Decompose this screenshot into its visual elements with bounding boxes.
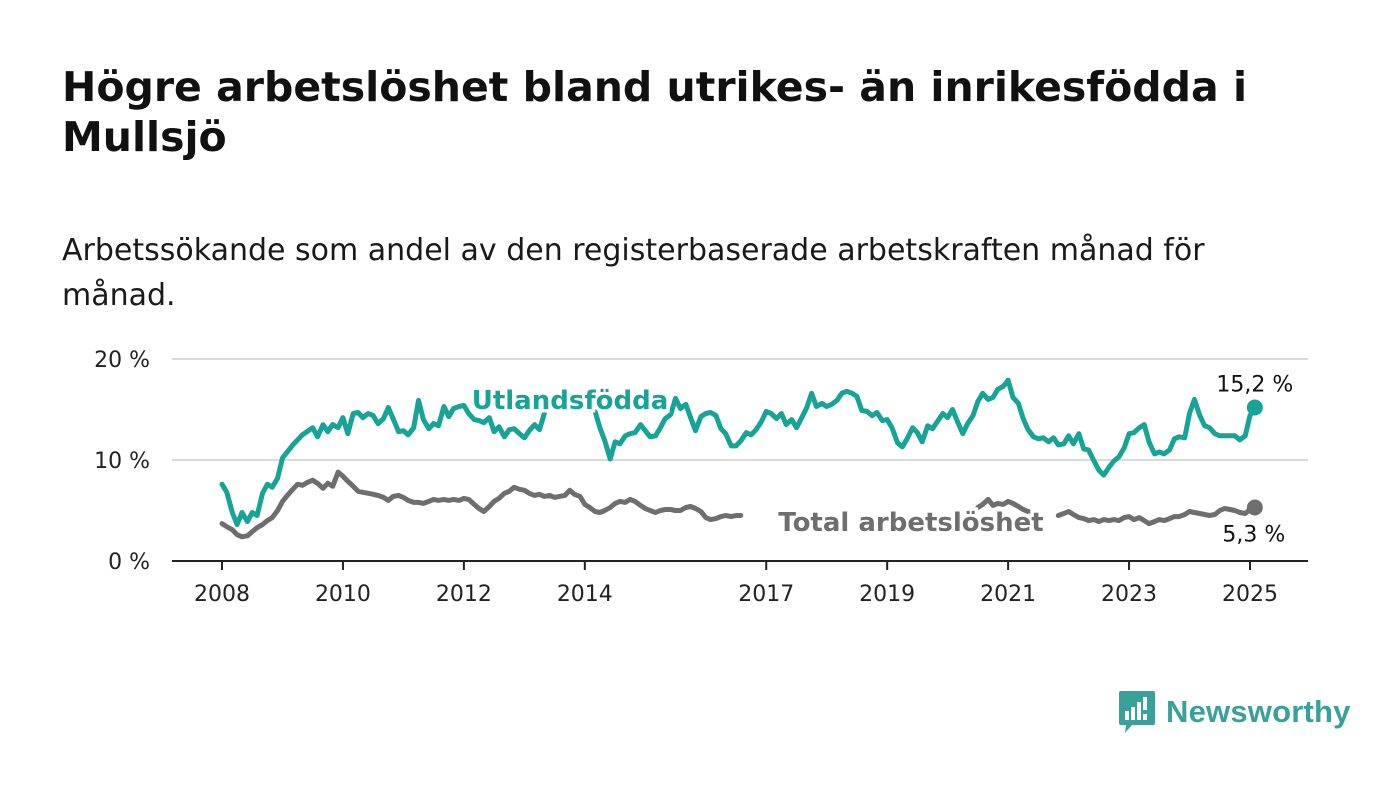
y-tick-label: 20 %: [94, 348, 150, 373]
y-axis: 0 % 10 % 20 %: [94, 348, 150, 575]
series-lines: [219, 377, 1263, 540]
brand-logo: Newsworthy: [1118, 690, 1351, 734]
chart-subtitle: Arbetssökande som andel av den registerb…: [62, 233, 1205, 313]
series-line: [219, 469, 744, 540]
x-tick-label: 2019: [859, 582, 915, 607]
series-name-label: Utlandsfödda: [472, 386, 669, 416]
x-tick-label: 2021: [980, 582, 1036, 607]
x-tick-label: 2008: [194, 582, 250, 607]
series-name-label: Total arbetslöshet: [778, 508, 1043, 538]
series-line: [592, 377, 1258, 478]
end-point-marker: [1246, 399, 1263, 416]
end-value-label: 15,2 %: [1216, 372, 1293, 397]
series-line: [219, 397, 547, 528]
y-tick-label: 10 %: [94, 449, 150, 474]
bar-chart-speech-bubble-icon: [1119, 691, 1155, 733]
x-tick-label: 2025: [1222, 582, 1278, 607]
chart-title: Högre arbetslöshet bland utrikes- än inr…: [62, 63, 1247, 161]
series-line: [1055, 505, 1258, 527]
x-axis: 2008 2010 2012 2014 2017 2019 2021 2023 2025: [172, 560, 1308, 607]
end-value-label: 5,3 %: [1222, 522, 1285, 547]
series-labels: 15,2 % 5,3 % Utlandsfödda Total arbetslöshe…: [468, 372, 1293, 547]
x-tick-label: 2012: [436, 582, 492, 607]
y-tick-label: 0 %: [108, 550, 150, 575]
series-line: [975, 496, 1036, 516]
x-tick-label: 2017: [738, 582, 794, 607]
x-tick-label: 2010: [315, 582, 371, 607]
end-point-marker: [1246, 499, 1263, 516]
brand-name: Newsworthy: [1166, 694, 1351, 729]
x-tick-label: 2023: [1101, 582, 1157, 607]
x-tick-label: 2014: [557, 582, 613, 607]
